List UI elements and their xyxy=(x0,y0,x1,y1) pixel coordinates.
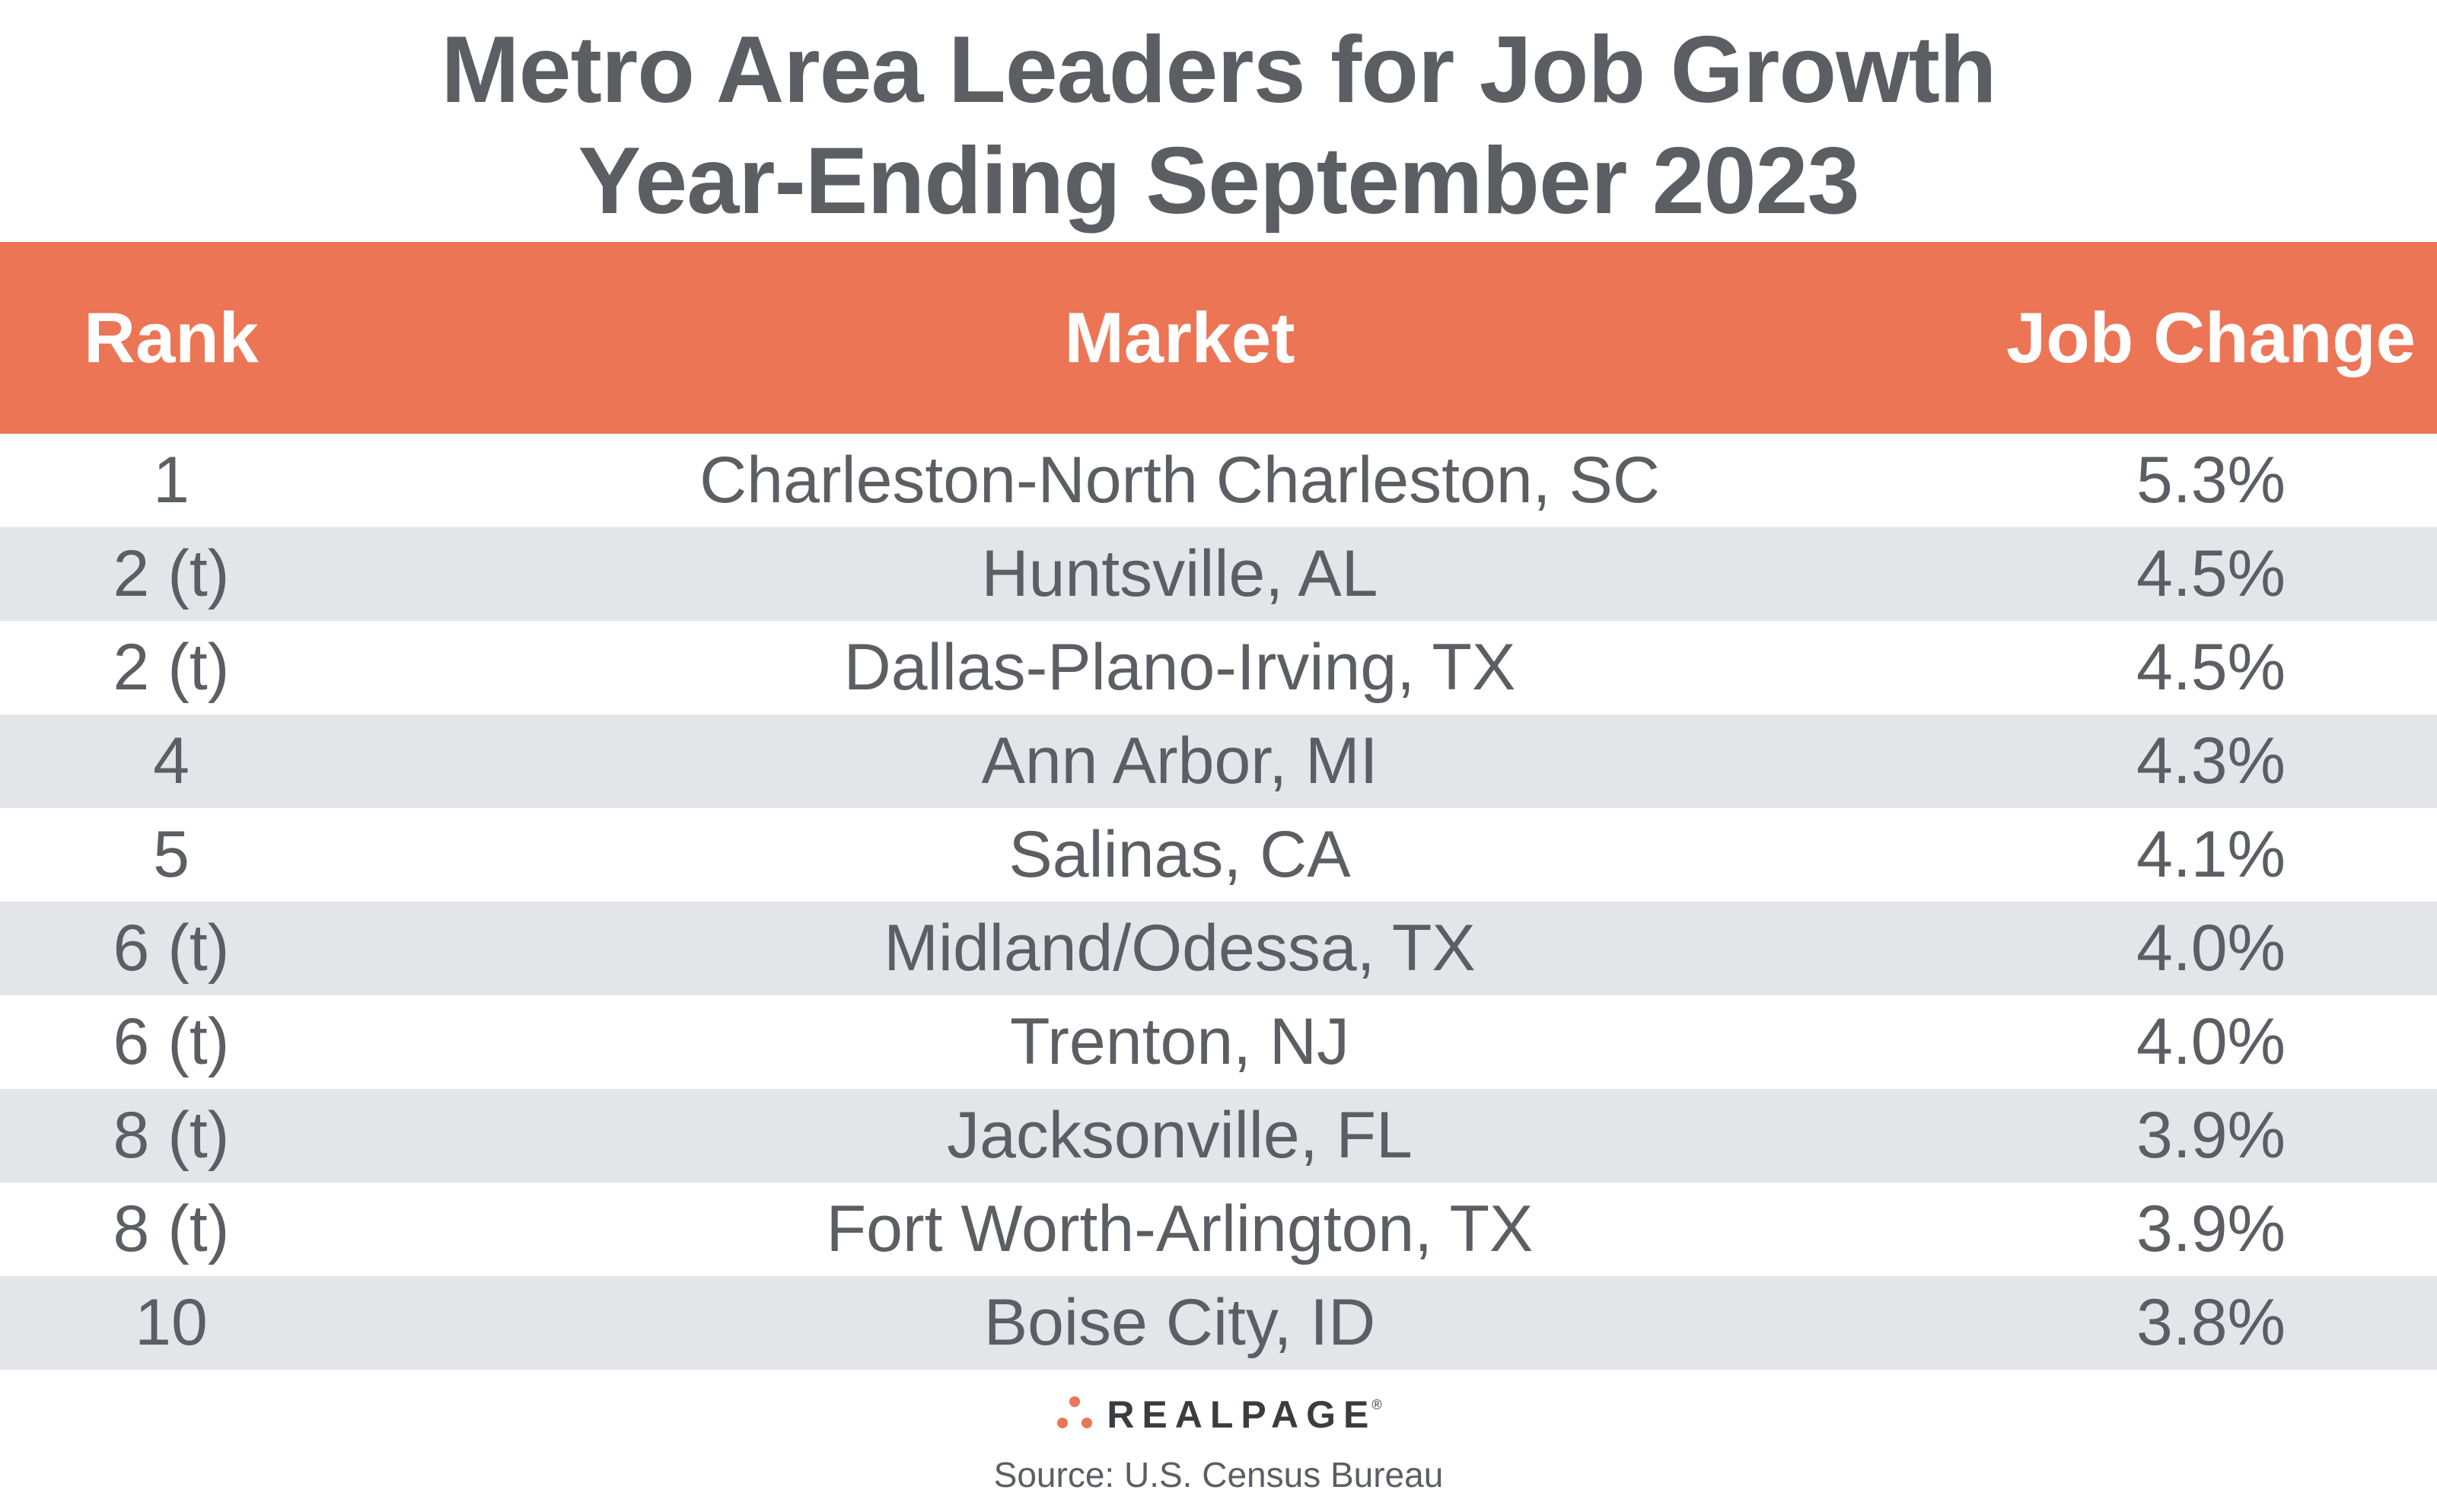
logo-text: REALPAGE xyxy=(1107,1393,1377,1436)
cell-job-change: 4.3% xyxy=(2136,724,2286,797)
realpage-logo: REALPAGE® xyxy=(0,1393,2437,1446)
cell-rank: 1 xyxy=(153,444,190,517)
realpage-dots-icon xyxy=(1057,1396,1093,1428)
table-row: 8 (t) Fort Worth-Arlington, TX 3.9% xyxy=(0,1183,2437,1276)
table-row: 10 Boise City, ID 3.8% xyxy=(0,1276,2437,1370)
table-header: Rank Market Job Change xyxy=(0,242,2437,434)
cell-market: Fort Worth-Arlington, TX xyxy=(826,1192,1534,1265)
title-line-2: Year-Ending September 2023 xyxy=(578,129,1859,234)
cell-rank: 10 xyxy=(135,1286,208,1359)
cell-market: Midland/Odessa, TX xyxy=(884,912,1476,985)
cell-job-change: 4.5% xyxy=(2136,631,2286,704)
cell-rank: 4 xyxy=(153,724,190,797)
cell-rank: 5 xyxy=(153,818,190,891)
header-market: Market xyxy=(1064,298,1295,377)
table-row: 1 Charleston-North Charleston, SC 5.3% xyxy=(0,434,2437,527)
source-note: Source: U.S. Census Bureau xyxy=(993,1455,1444,1494)
cell-rank: 8 (t) xyxy=(113,1099,230,1172)
cell-market: Huntsville, AL xyxy=(981,537,1378,610)
cell-job-change: 3.9% xyxy=(2136,1099,2286,1172)
table-body: 1 Charleston-North Charleston, SC 5.3% 2 (t… xyxy=(0,434,2437,1370)
cell-rank: 6 (t) xyxy=(113,1005,230,1078)
cell-job-change: 3.9% xyxy=(2136,1192,2286,1265)
cell-market: Jacksonville, FL xyxy=(947,1099,1413,1172)
cell-job-change: 3.8% xyxy=(2136,1286,2286,1359)
table-row: 6 (t) Midland/Odessa, TX 4.0% xyxy=(0,902,2437,995)
cell-job-change: 5.3% xyxy=(2136,444,2286,517)
cell-rank: 2 (t) xyxy=(113,631,230,704)
cell-job-change: 4.0% xyxy=(2136,1005,2286,1078)
table-row: 2 (t) Dallas-Plano-Irving, TX 4.5% xyxy=(0,621,2437,715)
table-row: 4 Ann Arbor, MI 4.3% xyxy=(0,715,2437,808)
cell-market: Ann Arbor, MI xyxy=(981,724,1378,797)
header-job-change: Job Change xyxy=(2006,298,2416,377)
cell-job-change: 4.5% xyxy=(2136,537,2286,610)
cell-market: Trenton, NJ xyxy=(1009,1005,1350,1078)
cell-market: Charleston-North Charleston, SC xyxy=(699,444,1660,517)
table-row: 2 (t) Huntsville, AL 4.5% xyxy=(0,527,2437,621)
cell-market: Salinas, CA xyxy=(1008,818,1351,891)
cell-rank: 6 (t) xyxy=(113,912,230,985)
table-row: 6 (t) Trenton, NJ 4.0% xyxy=(0,995,2437,1089)
cell-job-change: 4.0% xyxy=(2136,912,2286,985)
cell-market: Boise City, ID xyxy=(983,1286,1376,1359)
table-row: 8 (t) Jacksonville, FL 3.9% xyxy=(0,1089,2437,1183)
cell-rank: 8 (t) xyxy=(113,1192,230,1265)
chart-title: Metro Area Leaders for Job Growth Year-E… xyxy=(0,0,2437,242)
header-rank: Rank xyxy=(84,298,259,377)
cell-job-change: 4.1% xyxy=(2136,818,2286,891)
logo-trademark: ® xyxy=(1371,1397,1382,1412)
cell-market: Dallas-Plano-Irving, TX xyxy=(843,631,1516,704)
table-row: 5 Salinas, CA 4.1% xyxy=(0,808,2437,902)
cell-rank: 2 (t) xyxy=(113,537,230,610)
title-line-1: Metro Area Leaders for Job Growth xyxy=(441,18,1996,123)
